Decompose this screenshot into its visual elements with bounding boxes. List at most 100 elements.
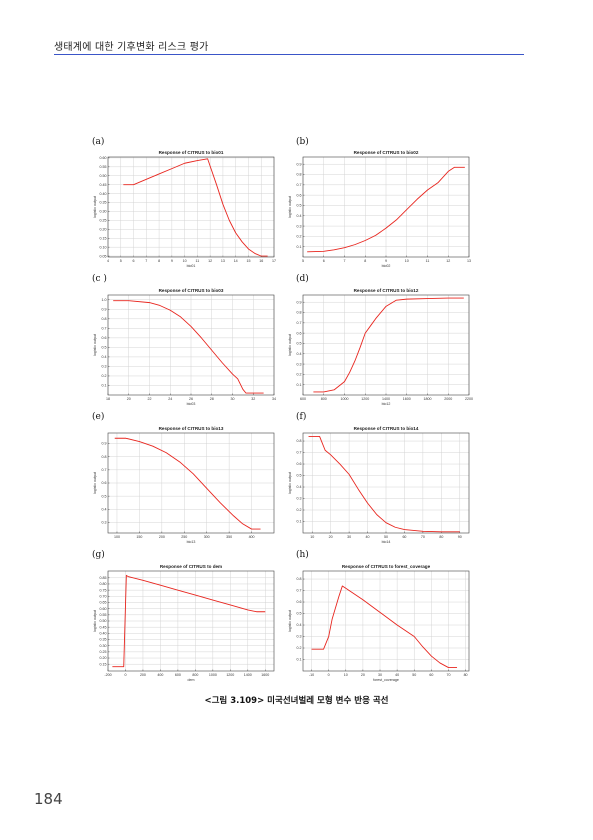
y-axis-label: logistic output bbox=[288, 196, 292, 218]
y-tick-label: 0.3 bbox=[102, 365, 107, 369]
x-tick-label: 10 bbox=[310, 535, 314, 539]
y-tick-label: 0.15 bbox=[100, 236, 107, 240]
y-tick-label: 0.3 bbox=[297, 635, 302, 639]
x-tick-label: 2200 bbox=[465, 397, 473, 401]
y-tick-label: 0.50 bbox=[100, 174, 107, 178]
response-curve-line bbox=[112, 574, 266, 668]
x-axis-label: bio13 bbox=[187, 540, 196, 544]
x-tick-label: 7 bbox=[344, 259, 346, 263]
chart-title: Response of CITRUS to bio03 bbox=[159, 288, 224, 293]
y-tick-label: 1.0 bbox=[102, 298, 107, 302]
plot-frame bbox=[107, 156, 275, 258]
response-curve-line bbox=[114, 437, 261, 530]
y-tick-label: 0.7 bbox=[297, 589, 302, 593]
chart-title: Response of CITRUS to bio14 bbox=[354, 426, 419, 431]
y-tick-label: 0.6 bbox=[297, 462, 302, 466]
y-tick-label: 0.25 bbox=[100, 650, 107, 654]
y-tick-label: 0.4 bbox=[297, 352, 302, 356]
x-tick-label: 1800 bbox=[424, 397, 432, 401]
plot-frame bbox=[302, 156, 470, 258]
y-tick-label: 0.80 bbox=[100, 582, 107, 586]
x-tick-label: 30 bbox=[347, 535, 351, 539]
x-tick-label: 16 bbox=[259, 259, 263, 263]
x-tick-label: 18 bbox=[106, 397, 110, 401]
response-curve-chart: Response of CITRUS to bio01 4 5 6 7 8 9 10 11 12 1… bbox=[93, 150, 276, 268]
response-curve-line bbox=[313, 297, 464, 393]
x-tick-label: 350 bbox=[226, 535, 232, 539]
response-curve-chart: Response of CITRUS to forest_coverage -10… bbox=[288, 564, 470, 682]
x-tick-label: 32 bbox=[251, 397, 255, 401]
y-tick-label: 0.25 bbox=[100, 219, 107, 223]
response-curve-chart: Response of CITRUS to bio12 600 800 1000 120… bbox=[288, 288, 473, 406]
y-tick-label: 0.5 bbox=[297, 612, 302, 616]
x-tick-label: 10 bbox=[344, 673, 348, 677]
y-tick-label: 0.5 bbox=[297, 204, 302, 208]
x-tick-label: 26 bbox=[189, 397, 193, 401]
x-tick-label: 30 bbox=[378, 673, 382, 677]
y-tick-label: 0.10 bbox=[100, 245, 107, 249]
plot-frame bbox=[302, 432, 470, 534]
y-tick-label: 0.75 bbox=[100, 588, 107, 592]
x-tick-label: 1000 bbox=[341, 397, 349, 401]
x-tick-label: 20 bbox=[127, 397, 131, 401]
x-tick-label: 9 bbox=[385, 259, 387, 263]
y-axis-label: logistic output bbox=[93, 472, 97, 494]
chart-title: Response of CITRUS to bio12 bbox=[354, 288, 419, 293]
response-curve-chart: Response of CITRUS to bio14 10 20 30 40 50 60 7… bbox=[288, 426, 470, 544]
x-tick-label: 24 bbox=[168, 397, 172, 401]
y-tick-label: 0.30 bbox=[100, 644, 107, 648]
x-tick-label: 20 bbox=[361, 673, 365, 677]
y-tick-label: 0.4 bbox=[102, 355, 107, 359]
panel-letter: (h) bbox=[296, 550, 309, 560]
y-axis-label: logistic output bbox=[93, 610, 97, 632]
x-tick-label: 12 bbox=[446, 259, 450, 263]
y-tick-label: 0.8 bbox=[102, 317, 107, 321]
x-tick-label: 0 bbox=[328, 673, 330, 677]
x-tick-label: 13 bbox=[221, 259, 225, 263]
x-tick-label: 400 bbox=[249, 535, 255, 539]
x-tick-label: 30 bbox=[231, 397, 235, 401]
y-tick-label: 0.6 bbox=[297, 600, 302, 604]
y-tick-label: 0.5 bbox=[102, 494, 107, 498]
x-tick-label: 70 bbox=[421, 535, 425, 539]
y-tick-label: 0.2 bbox=[297, 646, 302, 650]
x-tick-label: 40 bbox=[395, 673, 399, 677]
chart-title: Response of CITRUS to bio02 bbox=[354, 150, 419, 155]
chart-title: Response of CITRUS to dem bbox=[160, 564, 222, 569]
x-tick-label: 9 bbox=[171, 259, 173, 263]
x-tick-label: 1600 bbox=[403, 397, 411, 401]
x-tick-label: 22 bbox=[148, 397, 152, 401]
y-tick-label: 0.2 bbox=[297, 373, 302, 377]
plot-frame bbox=[302, 570, 470, 672]
x-tick-label: 0 bbox=[124, 673, 126, 677]
y-tick-label: 0.1 bbox=[297, 245, 302, 249]
y-tick-label: 0.1 bbox=[297, 383, 302, 387]
x-tick-label: 28 bbox=[210, 397, 214, 401]
y-tick-label: 0.70 bbox=[100, 595, 107, 599]
x-tick-label: 20 bbox=[329, 535, 333, 539]
chart-title: Response of CITRUS to bio13 bbox=[159, 426, 224, 431]
y-axis-label: logistic output bbox=[288, 472, 292, 494]
y-tick-label: 0.65 bbox=[100, 601, 107, 605]
x-axis-label: bio01 bbox=[187, 264, 196, 268]
x-tick-label: 1600 bbox=[261, 673, 269, 677]
y-tick-label: 0.55 bbox=[100, 165, 107, 169]
response-curve-chart: Response of CITRUS to dem -200 0 200 400 600 8… bbox=[93, 564, 275, 682]
x-tick-label: 800 bbox=[192, 673, 198, 677]
y-tick-label: 0.60 bbox=[100, 607, 107, 611]
response-curve-line bbox=[308, 435, 460, 533]
plot-area bbox=[303, 571, 469, 671]
x-tick-label: 1000 bbox=[209, 673, 217, 677]
response-curve-line bbox=[311, 585, 458, 669]
y-tick-label: 0.3 bbox=[297, 497, 302, 501]
x-tick-label: 300 bbox=[204, 535, 210, 539]
x-tick-label: 60 bbox=[429, 673, 433, 677]
x-axis-label: forest_coverage bbox=[373, 678, 399, 682]
panel-letter: (e) bbox=[92, 412, 105, 422]
running-header-title: 생태계에 대한 기후변화 리스크 평가 bbox=[54, 42, 209, 53]
x-tick-label: 8 bbox=[158, 259, 160, 263]
y-tick-label: 0.8 bbox=[297, 439, 302, 443]
x-tick-label: 40 bbox=[366, 535, 370, 539]
x-tick-label: 2000 bbox=[444, 397, 452, 401]
x-tick-label: 200 bbox=[140, 673, 146, 677]
